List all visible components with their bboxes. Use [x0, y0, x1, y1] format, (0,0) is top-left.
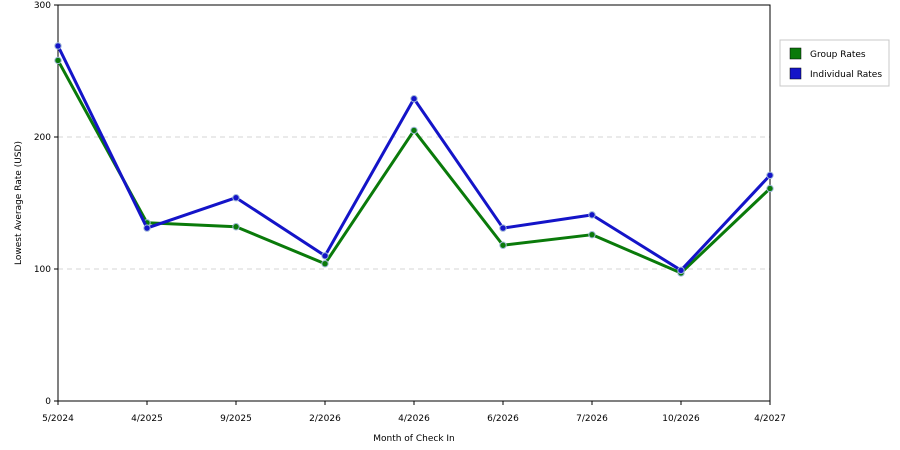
y-tick-label: 0 [45, 397, 51, 407]
data-point-group-rates [321, 260, 329, 268]
x-tick-label: 6/2026 [487, 414, 519, 424]
series-layer [54, 42, 774, 277]
data-point-individual-rates [410, 95, 418, 103]
data-point-group-rates [499, 241, 507, 249]
data-point-individual-rates [588, 211, 596, 219]
data-point-group-rates [54, 56, 62, 65]
x-tick-label: 10/2026 [662, 414, 700, 424]
data-point-individual-rates [321, 252, 329, 260]
legend: Group Rates Individual Rates [779, 39, 890, 87]
x-axis-title: Month of Check In [373, 434, 455, 444]
y-axis-title: Lowest Average Rate (USD) [14, 141, 24, 265]
legend-label: Group Rates [810, 50, 866, 60]
plot-frame [57, 4, 771, 402]
data-point-individual-rates [143, 224, 151, 232]
grid-layer [58, 136, 770, 270]
y-tick-label: 100 [34, 265, 51, 275]
x-tick-label: 4/2027 [754, 414, 786, 424]
legend-swatch [789, 67, 802, 80]
legend-label: Individual Rates [810, 70, 882, 80]
x-tick-label: 5/2024 [42, 414, 74, 424]
data-point-group-rates [410, 126, 418, 135]
y-tick-label: 300 [34, 1, 51, 11]
data-point-individual-rates [677, 266, 685, 275]
x-tick-label: 9/2025 [220, 414, 252, 424]
series-line-individual-rates [56, 45, 772, 272]
axis-layer: 0 100 200 300 5/2024 4/2025 9/2025 2/2026 4/2026… [34, 1, 786, 424]
y-tick-label: 200 [34, 133, 51, 143]
data-point-group-rates [232, 223, 240, 231]
x-tick-label: 4/2025 [131, 414, 163, 424]
data-point-group-rates [588, 230, 596, 239]
x-tick-label: 7/2026 [576, 414, 608, 424]
series-line-group-rates [56, 59, 772, 275]
data-point-individual-rates [54, 42, 62, 50]
x-tick-label: 2/2026 [309, 414, 341, 424]
data-point-individual-rates [232, 194, 240, 202]
data-point-group-rates [766, 184, 774, 193]
data-point-individual-rates [766, 171, 774, 179]
legend-swatch [789, 47, 802, 60]
data-point-individual-rates [499, 224, 507, 232]
x-tick-label: 4/2026 [398, 414, 430, 424]
